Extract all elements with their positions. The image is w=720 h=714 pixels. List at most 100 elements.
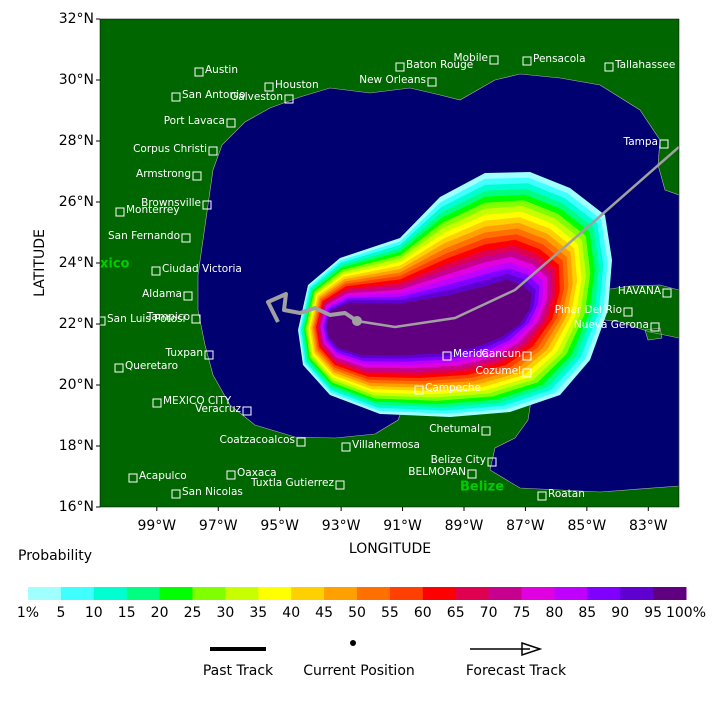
x-tick-label: 99°W: [137, 518, 176, 534]
legend-label: Current Position: [303, 663, 415, 679]
city-label: Veracruz: [195, 403, 241, 415]
city-marker: [414, 385, 424, 395]
legend-swatch: [258, 587, 292, 600]
city-marker: [181, 233, 191, 243]
city-marker: [191, 314, 201, 324]
x-tick-label: 93°W: [322, 518, 361, 534]
legend-tick-label: 85: [578, 605, 596, 621]
city-label: HAVANA: [618, 285, 662, 297]
legend-swatch: [587, 587, 621, 600]
city-label: Galveston: [230, 91, 283, 103]
city-label: San Luis Potosi: [107, 313, 185, 325]
past-track: [266, 292, 359, 323]
city-label: Ciudad Victoria: [162, 263, 242, 275]
color-legend: 1% 5 10 15 20 25 30 35 40 45 50 55 60 65 70 75 80 85 90 95 1…: [17, 587, 706, 621]
y-tick-label: 28°N: [59, 133, 94, 149]
city-label: Monterrey: [126, 204, 180, 216]
city-label: Cozumel: [475, 365, 521, 377]
legend-swatch: [389, 587, 424, 600]
city-marker: [489, 55, 499, 65]
city-marker: [151, 266, 161, 276]
city-marker: [427, 77, 437, 87]
legend-tick-label: 60: [414, 605, 432, 621]
y-tick-label: 22°N: [59, 316, 94, 332]
legend-swatch: [324, 587, 358, 600]
city-marker: [335, 480, 345, 490]
legend-tick-label: 30: [216, 605, 234, 621]
legend-swatch: [60, 587, 95, 600]
city-marker: [522, 56, 532, 66]
city-label: Roatan: [548, 488, 585, 500]
city-marker: [467, 469, 477, 479]
city-marker: [100, 316, 106, 326]
city-marker: [623, 307, 633, 317]
legend-swatch: [488, 587, 522, 600]
legend-tick-label: 45: [315, 605, 333, 621]
city-label: Belize City: [431, 454, 486, 466]
y-tick-label: 24°N: [59, 255, 94, 271]
city-label: Brownsville: [141, 197, 201, 209]
legend-tick-label: 100%: [666, 605, 706, 621]
legend-swatch: [554, 587, 588, 600]
city-marker: [208, 146, 218, 156]
y-tick-label: 20°N: [59, 377, 94, 393]
city-marker: [152, 398, 162, 408]
legend-tick-label: 75: [513, 605, 531, 621]
city-label: Villahermosa: [352, 439, 420, 451]
y-tick-label: 32°N: [59, 11, 94, 27]
city-marker: [171, 489, 181, 499]
city-label: Tallahassee: [614, 59, 675, 71]
forecast-track: [356, 146, 679, 329]
city-label: Acapulco: [139, 470, 187, 482]
city-marker: [395, 62, 405, 72]
legend-tick-label: 70: [480, 605, 498, 621]
city-label: Baton Rouge: [406, 59, 473, 71]
legend-tick-label: 35: [249, 605, 267, 621]
legend-swatch: [291, 587, 325, 600]
legend-tick-label: 10: [85, 605, 103, 621]
city-marker: [183, 291, 193, 301]
legend-tick-label: 80: [545, 605, 563, 621]
legend-label: Past Track: [203, 663, 274, 679]
legend-label: Forecast Track: [466, 663, 567, 679]
city-label: Campeche: [425, 382, 481, 394]
city-label: Pensacola: [533, 53, 586, 65]
city-label: Merida: [453, 348, 489, 360]
y-axis-label: LATITUDE: [32, 229, 48, 297]
city-marker: [296, 437, 306, 447]
city-marker: [341, 442, 351, 452]
legend-swatch: [28, 587, 62, 600]
city-label: Tampico: [146, 311, 190, 323]
city-marker: [522, 368, 532, 378]
legend-swatch: [620, 587, 654, 600]
city-marker: [192, 171, 202, 181]
city-label: BELMOPAN: [408, 466, 466, 478]
axes: 99°W 97°W 95°W 93°W 91°W 89°W 87°W 85°W 83°W 16°N…: [59, 11, 680, 534]
country-label: Belize: [460, 480, 504, 495]
city-marker: [604, 62, 614, 72]
legend-tick-label: 25: [184, 605, 202, 621]
legend-swatch: [93, 587, 128, 600]
city-label: Austin: [205, 64, 238, 76]
city-label: Corpus Christi: [133, 143, 207, 155]
legend-swatch: [159, 587, 193, 600]
city-label: Nueva Gerona: [574, 319, 649, 331]
city-label: Chetumal: [429, 423, 480, 435]
y-tick-label: 26°N: [59, 194, 94, 210]
city-label: Queretaro: [125, 360, 178, 372]
y-tick-label: 18°N: [59, 438, 94, 454]
city-marker: [537, 491, 547, 501]
y-tick-label: 16°N: [59, 499, 94, 515]
x-axis-label: LONGITUDE: [349, 541, 431, 557]
city-marker: [481, 426, 491, 436]
city-marker: [659, 139, 669, 149]
legend-swatch: [653, 587, 687, 600]
legend-swatch: [422, 587, 457, 600]
legend-swatch: [225, 587, 259, 600]
current-position: [352, 316, 362, 326]
legend-swatch: [455, 587, 490, 600]
city-marker: [226, 470, 236, 480]
legend-swatch: [192, 587, 226, 600]
